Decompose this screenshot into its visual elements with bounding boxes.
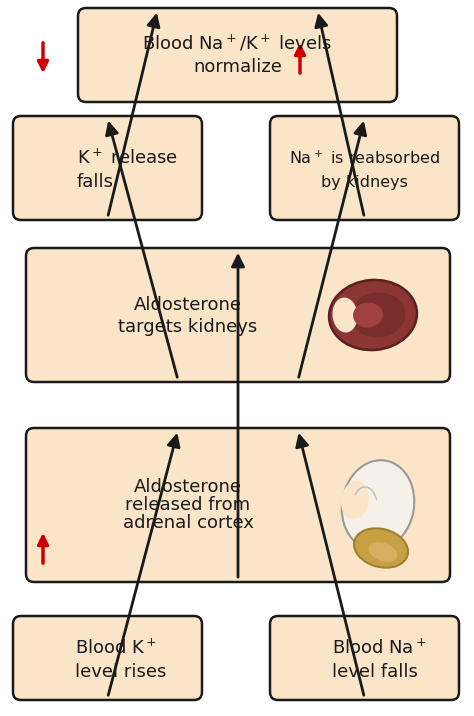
FancyBboxPatch shape (13, 116, 202, 220)
Ellipse shape (332, 298, 357, 332)
Text: adrenal cortex: adrenal cortex (123, 514, 254, 532)
Ellipse shape (369, 542, 397, 562)
Ellipse shape (329, 280, 417, 350)
Text: falls: falls (77, 173, 114, 191)
Text: level rises: level rises (75, 663, 166, 681)
FancyBboxPatch shape (13, 616, 202, 700)
Ellipse shape (353, 302, 383, 327)
Ellipse shape (342, 460, 414, 550)
FancyBboxPatch shape (26, 248, 450, 382)
Ellipse shape (351, 292, 405, 337)
FancyBboxPatch shape (270, 116, 459, 220)
Text: Na$^+$ is reabsorbed: Na$^+$ is reabsorbed (289, 150, 440, 167)
Text: K$^+$ release: K$^+$ release (77, 148, 178, 168)
Text: released from: released from (126, 496, 251, 514)
Text: by kidneys: by kidneys (321, 175, 408, 190)
Text: normalize: normalize (193, 58, 282, 76)
Text: Blood K$^+$: Blood K$^+$ (75, 639, 157, 658)
Text: targets kidneys: targets kidneys (118, 318, 258, 336)
FancyBboxPatch shape (26, 428, 450, 582)
Text: Aldosterone: Aldosterone (134, 478, 242, 496)
Ellipse shape (341, 481, 369, 519)
Ellipse shape (354, 528, 408, 568)
Text: level falls: level falls (332, 663, 418, 681)
FancyBboxPatch shape (78, 8, 397, 102)
Text: Aldosterone: Aldosterone (134, 296, 242, 314)
FancyBboxPatch shape (270, 616, 459, 700)
Text: Blood Na$^+$: Blood Na$^+$ (332, 639, 427, 658)
Text: Blood Na$^+$/K$^+$ levels: Blood Na$^+$/K$^+$ levels (142, 33, 333, 53)
